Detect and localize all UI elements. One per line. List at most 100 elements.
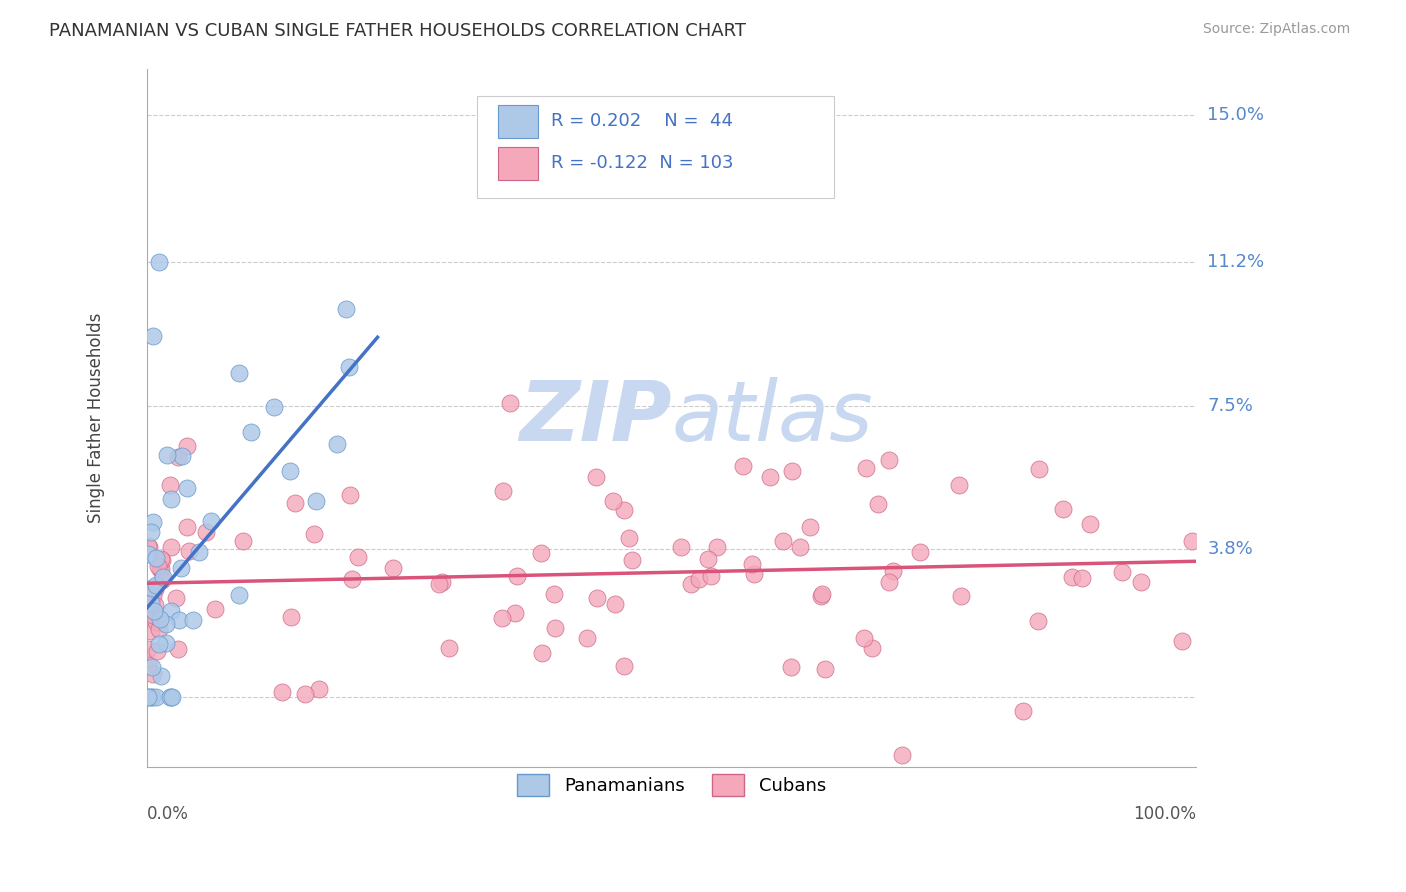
Point	[155, 617, 177, 632]
Point	[150, 574, 173, 588]
Point	[141, 581, 163, 595]
Point	[530, 546, 553, 560]
Point	[340, 572, 363, 586]
Point	[789, 541, 811, 555]
Point	[813, 662, 835, 676]
Point	[669, 540, 692, 554]
Point	[141, 624, 163, 638]
Text: 100.0%: 100.0%	[1133, 805, 1197, 823]
Point	[143, 582, 166, 596]
Point	[136, 642, 159, 657]
Point	[759, 470, 782, 484]
Point	[948, 477, 970, 491]
Point	[278, 464, 301, 478]
Point	[146, 559, 169, 574]
Point	[780, 464, 803, 478]
Point	[1060, 570, 1083, 584]
Point	[810, 589, 832, 603]
Point	[681, 576, 703, 591]
Point	[195, 524, 218, 539]
Point	[159, 690, 181, 704]
Point	[150, 553, 173, 567]
Point	[142, 516, 165, 530]
Point	[697, 552, 720, 566]
Point	[159, 540, 181, 554]
Point	[731, 458, 754, 473]
Text: PANAMANIAN VS CUBAN SINGLE FATHER HOUSEHOLDS CORRELATION CHART: PANAMANIAN VS CUBAN SINGLE FATHER HOUSEH…	[49, 22, 747, 40]
Point	[165, 591, 187, 606]
Point	[868, 497, 890, 511]
Point	[139, 596, 162, 610]
Point	[1028, 614, 1050, 628]
Point	[506, 569, 529, 583]
Point	[239, 425, 262, 439]
Point	[146, 644, 169, 658]
Point	[337, 360, 360, 375]
Point	[141, 607, 163, 622]
Point	[779, 659, 801, 673]
Point	[1111, 565, 1133, 579]
Point	[326, 437, 349, 451]
Point	[772, 534, 794, 549]
Point	[149, 562, 172, 576]
Point	[142, 667, 165, 681]
Bar	[498, 146, 538, 180]
Point	[232, 534, 254, 549]
Point	[280, 609, 302, 624]
Point	[689, 572, 711, 586]
Point	[167, 642, 190, 657]
Point	[860, 641, 883, 656]
Point	[1070, 571, 1092, 585]
Point	[228, 588, 250, 602]
Point	[141, 610, 163, 624]
Point	[544, 621, 567, 635]
Point	[136, 547, 159, 561]
Point	[142, 589, 165, 603]
Point	[304, 526, 326, 541]
Point	[148, 562, 170, 576]
Point	[155, 635, 177, 649]
Point	[852, 631, 875, 645]
Bar	[498, 105, 538, 138]
Point	[145, 550, 167, 565]
Point	[742, 566, 765, 581]
Point	[204, 601, 226, 615]
Text: 7.5%: 7.5%	[1208, 397, 1253, 415]
Point	[427, 576, 450, 591]
Text: ZIP: ZIP	[519, 377, 672, 458]
Point	[148, 255, 170, 269]
Point	[177, 543, 200, 558]
Point	[339, 488, 361, 502]
Point	[160, 690, 183, 704]
Point	[145, 690, 167, 704]
Point	[1012, 704, 1035, 718]
Point	[136, 539, 159, 553]
Text: 15.0%: 15.0%	[1208, 106, 1264, 124]
Point	[877, 575, 900, 590]
Point	[228, 366, 250, 380]
Point	[346, 549, 368, 564]
Point	[188, 545, 211, 559]
Point	[156, 448, 179, 462]
Point	[149, 612, 172, 626]
Point	[308, 682, 330, 697]
Text: Single Father Households: Single Father Households	[87, 312, 105, 523]
Text: 3.8%: 3.8%	[1208, 541, 1253, 558]
Point	[543, 586, 565, 600]
Point	[603, 598, 626, 612]
Point	[138, 657, 160, 672]
Point	[167, 450, 190, 465]
Point	[148, 637, 170, 651]
Point	[294, 687, 316, 701]
Point	[491, 611, 513, 625]
Point	[706, 540, 728, 554]
Point	[148, 622, 170, 636]
Point	[1078, 516, 1101, 531]
Point	[159, 604, 181, 618]
Point	[143, 598, 166, 612]
Point	[855, 461, 877, 475]
Point	[283, 496, 305, 510]
Point	[167, 613, 190, 627]
Point	[499, 395, 522, 409]
Point	[613, 659, 636, 673]
